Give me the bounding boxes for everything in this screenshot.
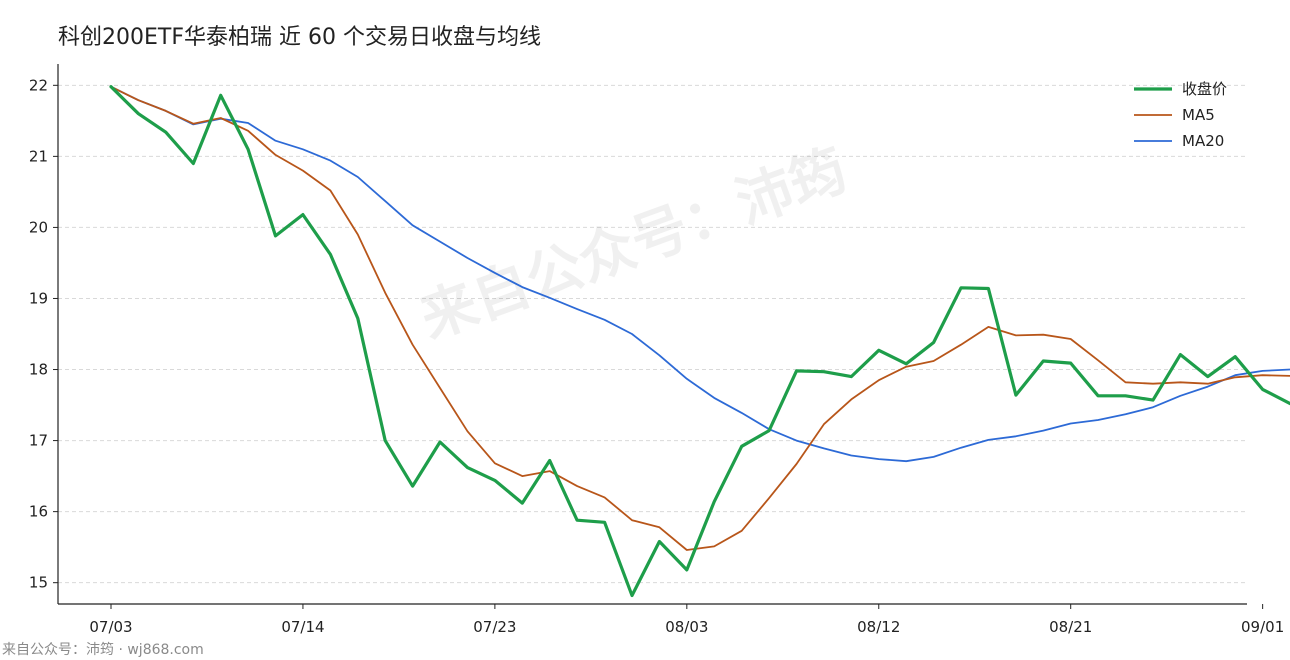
- legend-label: 收盘价: [1182, 80, 1227, 98]
- y-tick-label: 20: [29, 218, 48, 236]
- grid-lines: [58, 84, 1247, 584]
- footer-watermark: 来自公众号：沛筠 · wj868.com: [2, 641, 204, 658]
- x-axis-ticks: 07/0307/1407/2308/0308/1208/2109/0109/10…: [89, 604, 1284, 636]
- y-tick-label: 16: [29, 503, 48, 521]
- x-tick-label: 09/01: [1241, 618, 1284, 636]
- y-tick-label: 17: [29, 432, 48, 450]
- x-tick-label: 08/12: [857, 618, 900, 636]
- y-tick-label: 22: [29, 76, 48, 94]
- axes: [57, 64, 1247, 605]
- series-line-ma5: [110, 85, 1290, 551]
- x-tick-label: 08/03: [665, 618, 708, 636]
- x-tick-label: 08/21: [1049, 618, 1092, 636]
- y-tick-label: 15: [29, 574, 48, 592]
- chart-title: 科创200ETF华泰柏瑞 近 60 个交易日收盘与均线: [58, 25, 541, 50]
- legend-label: MA5: [1182, 106, 1215, 124]
- legend-label: MA20: [1182, 132, 1224, 150]
- y-tick-label: 19: [29, 289, 48, 307]
- series-lines: [109, 85, 1290, 598]
- x-tick-label: 07/03: [89, 618, 132, 636]
- x-tick-label: 07/23: [473, 618, 516, 636]
- y-tick-label: 18: [29, 361, 48, 379]
- x-tick-label: 07/14: [281, 618, 324, 636]
- y-axis-ticks: 15 16 17 18 19 20 21 22: [29, 76, 58, 592]
- series-line-ma20: [110, 85, 1290, 463]
- series-line-close: [109, 85, 1290, 598]
- y-tick-label: 21: [29, 147, 48, 165]
- watermark-text: 来自公众号：沛筠: [412, 137, 855, 351]
- watermark: 来自公众号：沛筠: [412, 137, 855, 351]
- legend: 收盘价 MA5 MA20: [1134, 80, 1227, 150]
